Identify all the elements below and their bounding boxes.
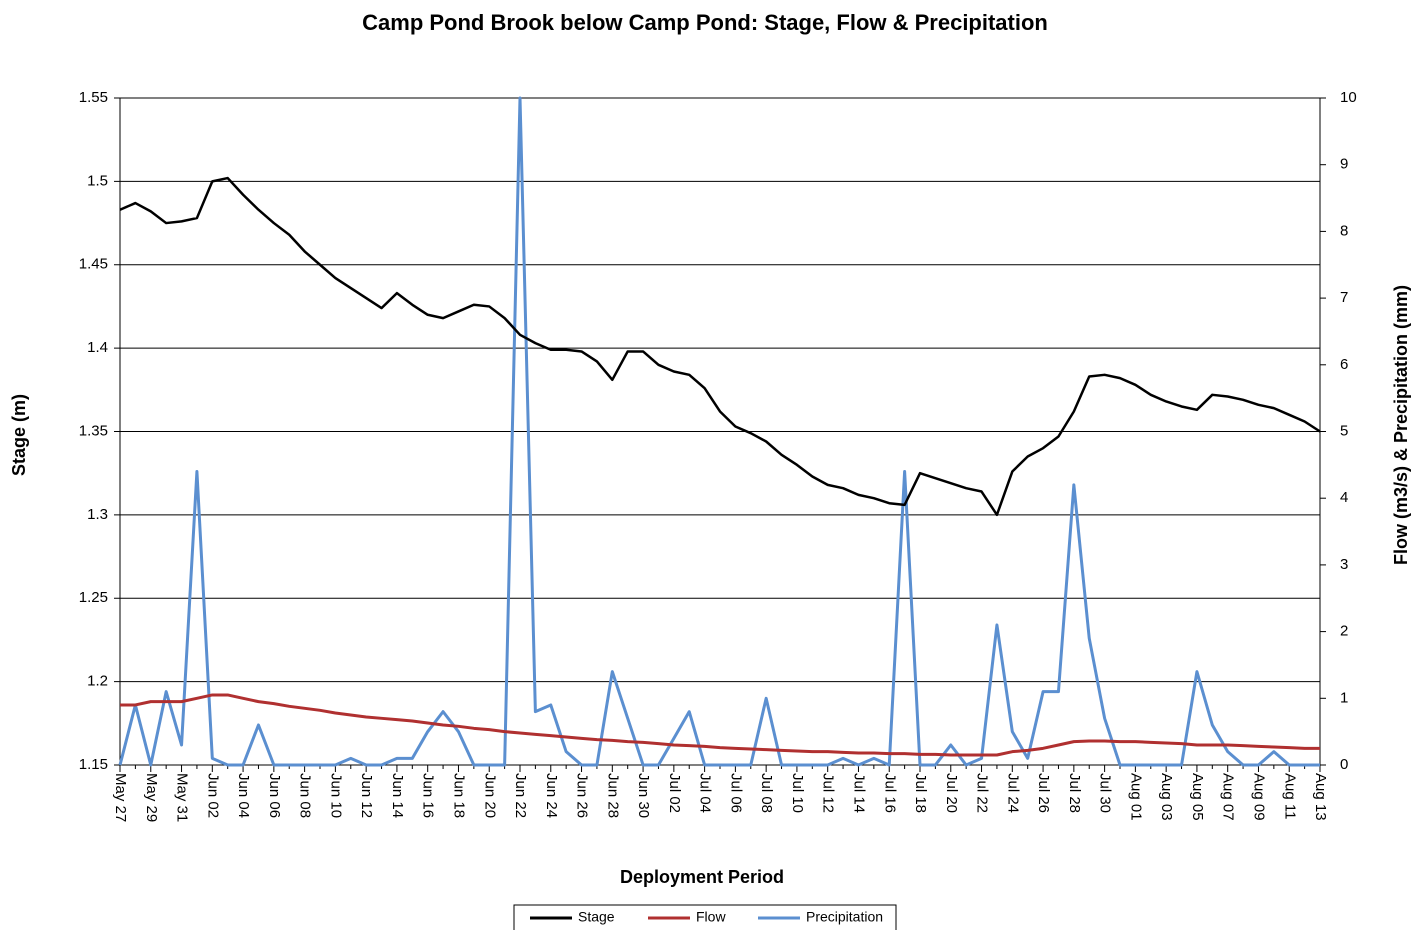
x-tick-label: Jul 14 — [850, 773, 867, 813]
series-line — [120, 693, 1320, 757]
x-tick-label: Jul 10 — [789, 773, 806, 813]
y-tick-label: 1.15 — [79, 756, 108, 773]
x-axis-title: Deployment Period — [620, 867, 784, 887]
x-tick-label: Jun 10 — [327, 773, 344, 818]
y-tick-label: 1.45 — [79, 256, 108, 273]
x-tick-label: May 31 — [174, 773, 191, 822]
legend-label: Flow — [696, 909, 726, 925]
x-tick-label: Jul 22 — [974, 773, 991, 813]
y-tick-label: 1.35 — [79, 422, 108, 439]
x-tick-label: Jun 14 — [389, 773, 406, 818]
legend-box — [513, 904, 897, 930]
x-tick-label: Jun 04 — [235, 773, 252, 818]
x-tick-label: Jun 24 — [543, 773, 560, 818]
x-tick-label: Jun 18 — [450, 773, 467, 818]
x-tick-label: Jun 08 — [297, 773, 314, 818]
x-tick-label: Jun 12 — [358, 773, 375, 818]
y2-tick-label: 2 — [1340, 623, 1348, 640]
x-tick-label: Jul 06 — [727, 773, 744, 813]
x-tick-label: Jun 06 — [266, 773, 283, 818]
y-tick-label: 1.5 — [87, 172, 108, 189]
x-tick-label: May 29 — [143, 773, 160, 822]
x-tick-label: Jul 16 — [881, 773, 898, 813]
x-tick-label: Aug 13 — [1312, 773, 1329, 821]
y-tick-label: 1.25 — [79, 589, 108, 606]
x-tick-label: Aug 03 — [1158, 773, 1175, 821]
x-tick-label: Jul 18 — [912, 773, 929, 813]
y2-axis-title: Flow (m3/s) & Precipitation (mm) — [1391, 285, 1411, 565]
y-tick-label: 1.2 — [87, 673, 108, 690]
chart-title: Camp Pond Brook below Camp Pond: Stage, … — [362, 10, 1048, 35]
x-tick-label: Jun 16 — [420, 773, 437, 818]
y2-tick-label: 4 — [1340, 489, 1348, 506]
x-tick-label: Jul 12 — [820, 773, 837, 813]
y-tick-label: 1.4 — [87, 339, 108, 356]
x-tick-label: Aug 09 — [1250, 773, 1267, 821]
x-tick-label: Aug 05 — [1189, 773, 1206, 821]
x-tick-label: Jul 26 — [1035, 773, 1052, 813]
x-tick-label: Jul 20 — [943, 773, 960, 813]
x-tick-label: Jul 28 — [1066, 773, 1083, 813]
y-tick-label: 1.55 — [79, 89, 108, 106]
x-tick-label: Aug 01 — [1127, 773, 1144, 821]
x-tick-label: Jun 26 — [574, 773, 591, 818]
x-tick-label: Jun 28 — [604, 773, 621, 818]
y-axis-title: Stage (m) — [9, 394, 29, 476]
y-tick-label: 1.3 — [87, 506, 108, 523]
y2-tick-label: 7 — [1340, 289, 1348, 306]
x-tick-label: Aug 11 — [1281, 773, 1298, 819]
x-tick-label: Jul 30 — [1097, 773, 1114, 813]
y2-tick-label: 5 — [1340, 422, 1348, 439]
x-tick-label: May 27 — [112, 773, 129, 822]
legend-label: Precipitation — [806, 909, 883, 925]
x-tick-label: Jul 04 — [697, 773, 714, 813]
y2-tick-label: 0 — [1340, 756, 1348, 773]
x-tick-label: Jun 02 — [204, 773, 221, 818]
y2-tick-label: 3 — [1340, 556, 1348, 573]
x-tick-label: Jul 24 — [1004, 773, 1021, 813]
y2-tick-label: 9 — [1340, 156, 1348, 173]
x-tick-label: Jun 22 — [512, 773, 529, 818]
x-tick-label: Jun 20 — [481, 773, 498, 818]
y2-tick-label: 10 — [1340, 89, 1357, 106]
y2-tick-label: 1 — [1340, 689, 1348, 706]
x-tick-label: Jul 08 — [758, 773, 775, 813]
x-tick-label: Jul 02 — [666, 773, 683, 813]
series-line — [119, 176, 1321, 517]
x-tick-label: Aug 07 — [1220, 773, 1237, 821]
y2-tick-label: 8 — [1340, 222, 1348, 239]
y2-tick-label: 6 — [1340, 356, 1348, 373]
x-tick-label: Jun 30 — [635, 773, 652, 818]
legend-label: Stage — [578, 909, 615, 925]
series-line — [118, 96, 1320, 767]
